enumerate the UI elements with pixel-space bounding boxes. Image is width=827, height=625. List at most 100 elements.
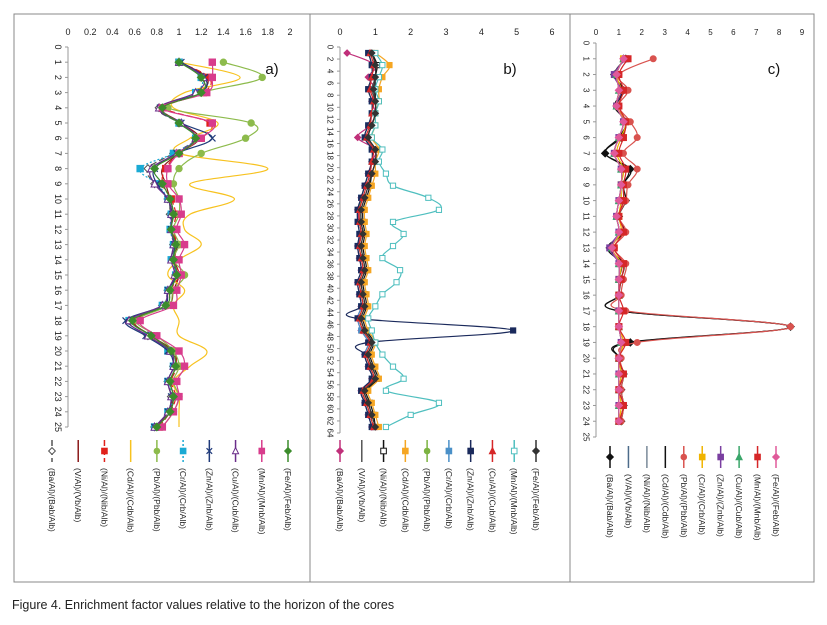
legend-label: (V/Al)/(Vb/Alb): [357, 468, 367, 522]
data-point: [371, 145, 380, 154]
depth-tick-label: 15: [53, 270, 63, 280]
data-point: [343, 49, 351, 57]
depth-tick-label: 4: [326, 69, 335, 74]
data-point: [612, 101, 621, 111]
data-point: [610, 149, 619, 158]
data-point: [400, 230, 407, 238]
data-point: [196, 72, 206, 82]
data-point: [357, 314, 366, 323]
depth-tick-label: 24: [326, 187, 335, 196]
legend-marker: [179, 447, 187, 455]
data-point: [389, 242, 397, 250]
depth-tick-label: 8: [53, 166, 63, 171]
value-tick-label: 0: [65, 27, 70, 37]
data-point: [407, 411, 414, 419]
depth-tick-label: 3: [582, 88, 591, 93]
data-point: [166, 346, 176, 356]
legend-label: (Cd/Al)/(Cdb/Alb): [660, 474, 670, 539]
data-point: [177, 210, 185, 218]
data-point: [612, 212, 621, 221]
legend-marker: [510, 447, 518, 455]
depth-tick-label: 14: [582, 259, 591, 268]
legend-marker: [488, 446, 497, 455]
depth-tick-label: 7: [582, 151, 591, 156]
data-point: [169, 301, 178, 310]
data-point: [371, 73, 380, 81]
data-point: [633, 165, 641, 173]
depth-tick-label: 19: [53, 331, 63, 341]
legend-label: (Cd/Al)/(Cdb/Alb): [400, 468, 410, 533]
legend-marker: [231, 446, 240, 455]
data-point: [357, 218, 366, 226]
data-point: [180, 240, 189, 249]
data-point: [208, 73, 217, 82]
depth-tick-label: 64: [326, 429, 335, 438]
depth-tick-label: 2: [582, 72, 591, 77]
value-tick-label: 0: [594, 28, 599, 37]
data-point: [367, 411, 376, 419]
data-point: [364, 133, 373, 142]
data-point: [396, 267, 404, 274]
data-point: [371, 374, 380, 383]
data-point: [371, 109, 380, 118]
depth-tick-label: 21: [53, 361, 63, 371]
depth-tick-label: 26: [326, 199, 335, 208]
data-point: [174, 57, 184, 67]
depth-tick-label: 22: [53, 376, 63, 386]
legend-label: (Cr/Al)/(Crb/Alb): [697, 474, 707, 535]
value-tick-label: 8: [777, 28, 782, 37]
depth-tick-label: 6: [582, 135, 591, 140]
legend-marker: [153, 447, 161, 455]
data-point: [382, 423, 390, 431]
legend-label: (Zn/Al)/(Znb/Alb): [204, 468, 214, 531]
data-point: [241, 134, 250, 142]
depth-tick-label: 56: [326, 380, 335, 389]
data-point: [614, 259, 624, 268]
data-point: [180, 362, 189, 370]
data-point: [367, 169, 376, 178]
data-point: [614, 416, 624, 426]
depth-tick-label: 7: [53, 151, 63, 156]
legend-label: (Ni/Al)/(Nib/Alb): [99, 468, 109, 527]
legend-label: (Cd/Al)/(Cdb/Alb): [126, 468, 136, 533]
legend-marker: [206, 447, 213, 455]
data-point: [247, 119, 255, 127]
legend-label: (Pb/Al)/(Pbb/Alb): [679, 474, 689, 538]
legend-label: (Cu/Al)/(Cub/Alb): [231, 468, 241, 533]
data-point: [633, 134, 641, 142]
value-tick-label: 2: [408, 27, 413, 37]
legend-label: (Fe/Al)/(Feb/Alb): [771, 474, 781, 537]
data-point: [359, 254, 367, 262]
depth-tick-label: 1: [582, 57, 591, 62]
data-point: [357, 278, 366, 287]
depth-tick-label: 8: [582, 167, 591, 172]
legend-marker: [445, 447, 453, 455]
legend-marker: [423, 447, 431, 455]
data-point: [787, 323, 795, 331]
data-point: [614, 196, 624, 205]
data-point: [614, 227, 624, 237]
data-point: [614, 353, 624, 363]
data-point: [510, 327, 517, 334]
data-point: [152, 422, 162, 432]
legend-marker: [754, 453, 761, 461]
data-point: [146, 331, 156, 341]
legend-label: (Cu/Al)/(Cub/Alb): [487, 468, 497, 533]
depth-tick-label: 23: [582, 401, 591, 410]
data-point: [616, 338, 626, 347]
data-point: [357, 242, 366, 250]
data-point: [614, 322, 624, 331]
data-point: [425, 194, 432, 201]
depth-tick-label: 18: [326, 151, 335, 160]
data-point: [359, 230, 367, 238]
data-point: [379, 254, 386, 262]
data-point: [382, 387, 390, 394]
depth-tick-label: 9: [582, 183, 591, 188]
value-tick-label: 0.2: [84, 27, 97, 37]
data-point: [168, 255, 178, 265]
value-tick-label: 3: [443, 27, 448, 37]
data-point: [633, 338, 641, 346]
panel-c: 0 1 2 3 4 5 6 7 8 9012345678910111213141516171819…: [582, 28, 805, 541]
depth-tick-label: 3: [53, 90, 63, 95]
value-tick-label: 1.6: [239, 27, 252, 37]
